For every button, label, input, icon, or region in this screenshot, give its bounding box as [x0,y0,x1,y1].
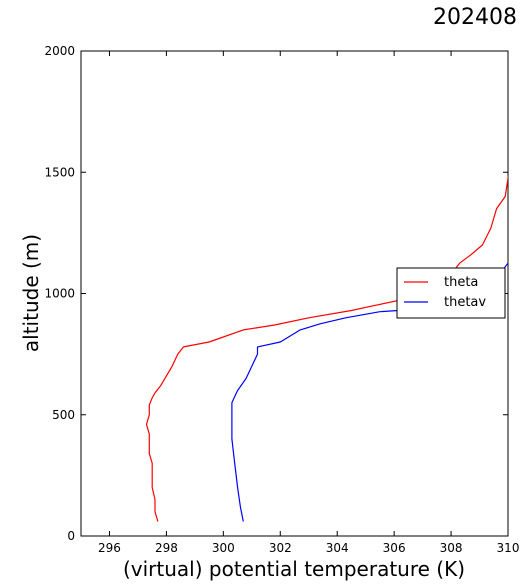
y-tick-label: 500 [52,408,75,422]
x-ticks: 296 298 300 302 304 306 308 310 [98,51,519,555]
series-line-theta [145,174,508,522]
series-lines [145,174,508,522]
y-tick-label: 2000 [44,44,75,58]
y-tick-label: 0 [67,529,75,543]
x-tick-label: 304 [326,541,349,555]
x-tick-label: 298 [155,541,178,555]
x-tick-label: 308 [440,541,463,555]
x-tick-label: 310 [497,541,520,555]
chart-title: 202408 [433,5,517,30]
y-tick-label: 1500 [44,165,75,179]
x-tick-label: 296 [98,541,121,555]
legend-label-thetav: thetav [444,295,486,310]
x-tick-label: 306 [383,541,406,555]
x-tick-label: 300 [212,541,235,555]
x-axis-label: (virtual) potential temperature (K) [123,557,465,581]
y-ticks: 0 500 1000 1500 2000 [44,44,508,543]
y-axis-label: altitude (m) [19,234,43,352]
legend: theta thetav [396,267,506,319]
y-tick-label: 1000 [44,287,75,301]
legend-label-theta: theta [444,275,478,290]
x-tick-label: 302 [269,541,292,555]
legend-box [396,267,506,319]
